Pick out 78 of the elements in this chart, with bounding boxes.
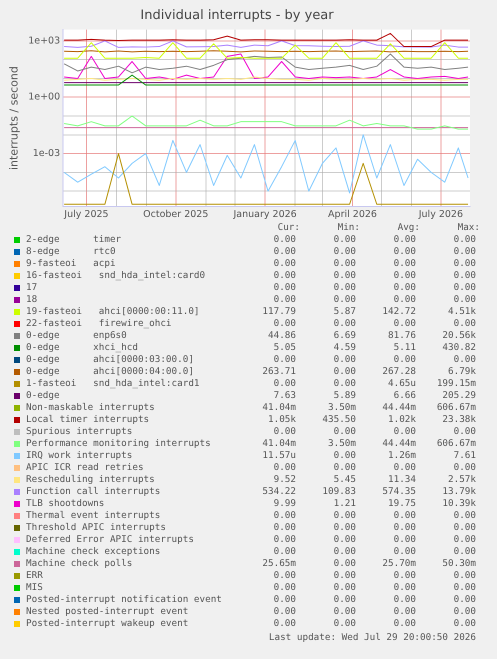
text: 11.57u 0.00 1.26m 7.61 xyxy=(262,450,476,461)
legend-label: 2-edge timer xyxy=(26,234,122,246)
legend-label: 8-edge rtc0 xyxy=(26,246,116,258)
x-tick-label: January 2026 xyxy=(232,208,297,220)
legend-label: Posted-interrupt notification event xyxy=(26,594,222,606)
legend-label: Threshold APIC interrupts xyxy=(26,522,166,534)
legend-label: 0-edge ahci[0000:04:00.0] xyxy=(26,366,194,378)
text: 0.00 0.00 0.00 0.00 xyxy=(274,246,476,257)
text: 44.86 6.69 81.76 20.56k xyxy=(268,330,476,341)
y-tick-label: 1e-03 xyxy=(32,148,60,160)
legend-label: Spurious interrupts xyxy=(26,426,132,438)
legend-label: Deferred Error APIC interrupts xyxy=(26,534,194,546)
legend-label: Performance monitoring interrupts xyxy=(26,438,211,450)
text: 9.52 5.45 11.34 2.57k xyxy=(274,474,476,485)
legend-label: 0-edge ahci[0000:03:00.0] xyxy=(26,354,194,366)
legend-label: 17 xyxy=(26,282,38,294)
text: 7.63 5.89 6.66 205.29 xyxy=(274,390,476,401)
x-tick-label: July 2025 xyxy=(63,208,109,220)
legend-label: Non-maskable interrupts xyxy=(26,402,155,414)
legend-label: 22-fasteoi firewire_ohci xyxy=(26,318,172,330)
text: 41.04m 3.50m 44.44m 606.67m xyxy=(262,438,476,449)
text: 41.04m 3.50m 44.44m 606.67m xyxy=(262,402,476,413)
legend-label: Nested posted-interrupt event xyxy=(26,606,188,618)
text: 0.00 0.00 0.00 0.00 xyxy=(274,426,476,437)
legend-label: Thermal event interrupts xyxy=(26,510,160,522)
text: 0.00 0.00 0.00 0.00 xyxy=(274,462,476,473)
text: 0.00 0.00 0.00 0.00 xyxy=(274,582,476,593)
text: 0.00 0.00 0.00 0.00 xyxy=(274,294,476,305)
text: 0.00 0.00 0.00 0.00 xyxy=(274,282,476,293)
text: 0.00 0.00 0.00 0.00 xyxy=(274,594,476,605)
text: 117.79 5.87 142.72 4.51k xyxy=(262,306,476,317)
text: 0.00 0.00 0.00 0.00 xyxy=(274,234,476,245)
legend-label: APIC ICR read retries xyxy=(26,462,144,474)
legend-label: 19-fasteoi ahci[0000:00:11.0] xyxy=(26,306,200,318)
text: 0.00 0.00 0.00 0.00 xyxy=(274,510,476,521)
legend-label: 0-edge xhci_hcd xyxy=(26,342,138,354)
legend-label: Machine check polls xyxy=(26,558,132,570)
legend-label: Local timer interrupts xyxy=(26,414,150,426)
legend-label: Machine check exceptions xyxy=(26,546,160,558)
x-tick-label: October 2025 xyxy=(143,208,208,220)
text: Last update: Wed Jul 29 20:00:50 2026 xyxy=(268,632,476,643)
text: 0.00 0.00 0.00 0.00 xyxy=(274,354,476,365)
text: 0.00 0.00 0.00 0.00 xyxy=(274,618,476,629)
text: 0.00 0.00 0.00 0.00 xyxy=(274,258,476,269)
text: Cur: Min: Avg: Max: xyxy=(278,222,480,233)
legend-label: 18 xyxy=(26,294,38,306)
text: 263.71 0.00 267.28 6.79k xyxy=(262,366,476,377)
legend-label: IRQ work interrupts xyxy=(26,450,132,462)
text: 0.00 0.00 0.00 0.00 xyxy=(274,270,476,281)
text: 0.00 0.00 0.00 0.00 xyxy=(274,570,476,581)
legend-label: Rescheduling interrupts xyxy=(26,474,155,486)
chart-title: Individual interrupts - by year xyxy=(140,8,334,24)
text: 25.65m 0.00 25.70m 50.30m xyxy=(262,558,476,569)
legend-label: 16-fasteoi snd_hda_intel:card0 xyxy=(26,270,206,282)
legend-label: 0-edge enp6s0 xyxy=(26,330,127,342)
legend-label: 9-fasteoi acpi xyxy=(26,258,116,270)
legend-label: 0-edge xyxy=(26,390,60,402)
legend-label: MIS xyxy=(26,582,43,594)
text: 0.00 0.00 0.00 0.00 xyxy=(274,606,476,617)
y-axis-title: interrupts / second xyxy=(7,66,20,170)
legend-label: Function call interrupts xyxy=(26,486,160,498)
y-tick-label: 1e+00 xyxy=(28,92,60,103)
text: 0.00 0.00 4.65u 199.15m xyxy=(274,378,476,389)
x-tick-label: July 2026 xyxy=(418,208,464,220)
legend-label: 1-fasteoi snd_hda_intel:card1 xyxy=(26,378,200,390)
text: 0.00 0.00 0.00 0.00 xyxy=(274,534,476,545)
text: 0.00 0.00 0.00 0.00 xyxy=(274,318,476,329)
legend-label: TLB shootdowns xyxy=(26,498,104,510)
x-tick-label: April 2026 xyxy=(328,208,377,220)
text: 0.00 0.00 0.00 0.00 xyxy=(274,522,476,533)
text: 1.05k 435.50 1.02k 23.38k xyxy=(268,414,476,425)
text: 0.00 0.00 0.00 0.00 xyxy=(274,546,476,557)
legend-label: Posted-interrupt wakeup event xyxy=(26,618,188,630)
legend-label: ERR xyxy=(26,570,43,582)
text: 9.99 1.21 19.75 10.39k xyxy=(274,498,476,509)
text: 5.05 4.59 5.11 430.82 xyxy=(274,342,476,353)
text: 534.22 109.83 574.35 13.79k xyxy=(262,486,476,497)
y-tick-label: 1e+03 xyxy=(28,35,60,46)
